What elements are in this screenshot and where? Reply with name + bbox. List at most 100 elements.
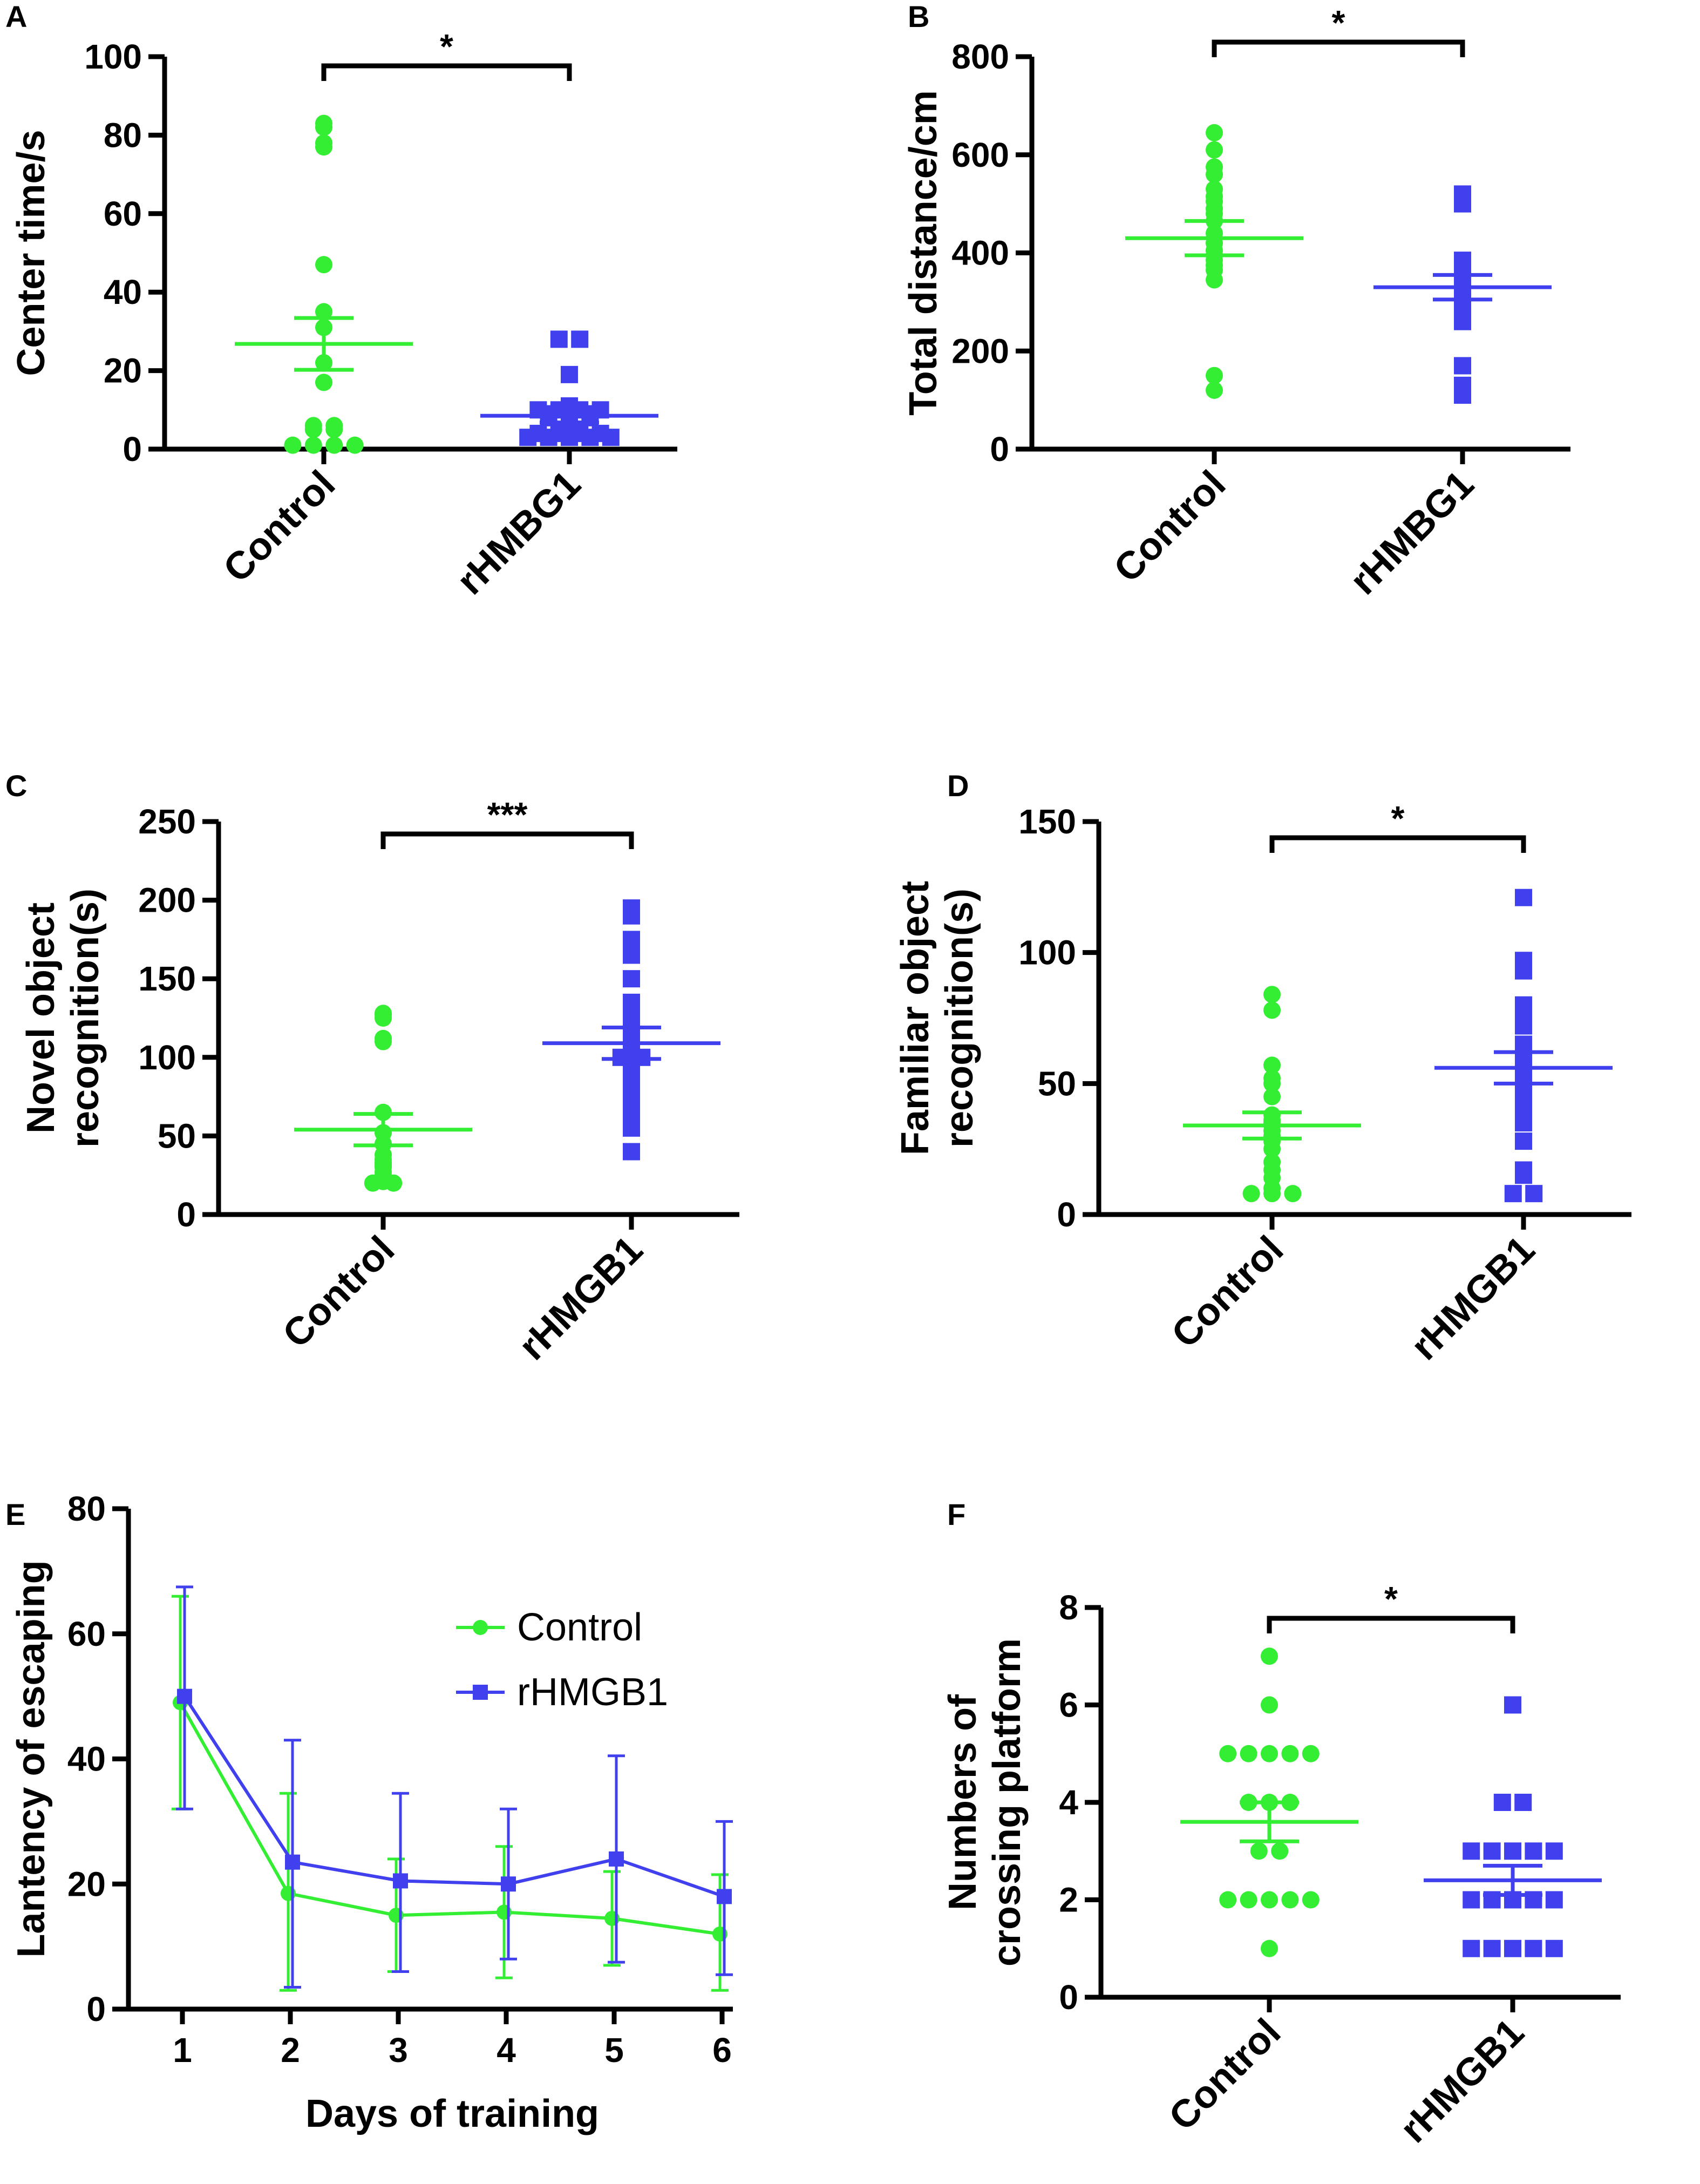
data-point — [315, 138, 332, 156]
y-tick-label: 250 — [138, 802, 196, 841]
data-point — [1454, 313, 1471, 330]
panel-e: E 0 20 40 60 80 Lantency of escaping 1 2 3 4 5 6 Days… — [5, 1489, 733, 2135]
data-point — [1263, 986, 1281, 1003]
data-point — [315, 256, 332, 274]
data-point — [561, 429, 578, 446]
y-tick-label: 0 — [990, 430, 1009, 469]
x-axis-label: Days of training — [305, 2092, 599, 2135]
y-tick-label: 600 — [951, 135, 1009, 174]
significance-bracket — [1212, 39, 1465, 57]
category-label: Control — [275, 1228, 403, 1356]
data-point — [375, 1009, 392, 1027]
panel-letter: E — [5, 1497, 25, 1531]
panel-c: C 0 50 100 150 200 250 Novel objectrecognition(… — [5, 769, 739, 1368]
data-point — [1515, 1114, 1532, 1132]
y-tick-label: 50 — [158, 1116, 196, 1155]
data-point — [623, 1103, 640, 1121]
category-label: Control — [1161, 2011, 1289, 2139]
category-label: rHMGB1 — [1403, 1228, 1543, 1368]
y-tick-label: 4 — [1059, 1783, 1078, 1822]
y-tick-label: 40 — [104, 273, 142, 311]
data-point — [1206, 141, 1223, 159]
y-tick-label: 2 — [1059, 1881, 1078, 1920]
data-point — [1263, 1140, 1281, 1158]
y-tick-label: 80 — [104, 116, 142, 154]
data-point — [1525, 1842, 1542, 1860]
data-point — [1504, 1842, 1521, 1860]
data-point — [1206, 381, 1223, 399]
data-point — [285, 1854, 300, 1870]
data-point — [1504, 1185, 1522, 1203]
panel-a: A 0 20 40 60 80 100 Center time/s Control rHMBG1 * — [5, 0, 677, 603]
data-point — [550, 330, 568, 348]
data-point — [315, 118, 332, 136]
data-point — [1454, 195, 1471, 213]
data-point — [1525, 1185, 1543, 1203]
data-point — [1206, 367, 1223, 384]
category-label: rHMBG1 — [1342, 463, 1482, 603]
y-axis-label-line: Novel object — [19, 903, 63, 1134]
y-tick-label: 40 — [67, 1740, 106, 1779]
data-point — [1463, 1939, 1480, 1957]
category-label: Control — [215, 463, 344, 591]
y-tick-label: 0 — [1057, 1195, 1076, 1234]
data-point — [1281, 1745, 1299, 1762]
data-point — [581, 429, 599, 446]
y-axis-label-line: Familiar object — [894, 881, 937, 1155]
data-point — [519, 429, 537, 446]
series-line — [179, 1701, 720, 1936]
y-axis-label-line: recognition(s) — [64, 888, 107, 1148]
y-tick-label: 100 — [1018, 933, 1076, 972]
y-tick-label: 150 — [138, 959, 196, 998]
data-point — [1463, 1842, 1480, 1860]
category-label: Control — [1106, 463, 1234, 591]
x-tick-label: 4 — [497, 2031, 516, 2070]
y-axis-label: Familiar objectrecognition(s) — [894, 881, 981, 1155]
data-point — [1454, 357, 1471, 375]
category-label: rHMBG1 — [448, 463, 589, 603]
data-point — [1525, 1939, 1542, 1957]
data-point — [1261, 1939, 1278, 1957]
y-tick-label: 800 — [951, 37, 1009, 76]
data-point — [1206, 166, 1223, 184]
series-line — [183, 1695, 725, 1898]
y-tick-label: 200 — [951, 331, 1009, 370]
significance-label: * — [1332, 3, 1345, 42]
significance-label: * — [1391, 799, 1405, 838]
data-point — [1504, 1939, 1521, 1957]
data-point — [623, 931, 640, 948]
data-point — [1281, 1891, 1299, 1909]
data-point — [364, 1174, 382, 1192]
significance-bracket — [1267, 1616, 1515, 1633]
significance-bracket — [380, 831, 634, 849]
category-label: Control — [1164, 1228, 1292, 1356]
data-point — [1515, 1166, 1532, 1184]
data-point — [1493, 1794, 1511, 1811]
y-tick-label: 6 — [1059, 1686, 1078, 1725]
data-point — [177, 1688, 192, 1704]
y-axis-label: Numbers ofcrossing platform — [941, 1638, 1029, 1966]
data-point — [1483, 1939, 1501, 1957]
y-tick-label: 0 — [123, 430, 142, 469]
data-point — [623, 1072, 640, 1090]
data-point — [1206, 124, 1223, 141]
y-axis-label: Novel objectrecognition(s) — [19, 888, 107, 1148]
y-tick-label: 150 — [1018, 802, 1076, 841]
panel-f: F 0 2 4 6 8 Numbers ofcrossing platform Control… — [941, 1497, 1621, 2151]
data-point — [571, 330, 589, 348]
data-point — [315, 303, 332, 321]
data-point — [1263, 1075, 1281, 1093]
data-point — [717, 1889, 732, 1904]
y-axis-label-line: Numbers of — [941, 1694, 984, 1910]
panel-letter: B — [908, 0, 929, 33]
data-point — [375, 1033, 392, 1050]
y-tick-label: 100 — [84, 37, 142, 76]
data-point — [385, 1174, 403, 1192]
data-point — [561, 365, 578, 383]
data-point — [540, 429, 557, 446]
data-point — [346, 436, 364, 454]
data-point — [1250, 1842, 1268, 1860]
x-tick-label: 2 — [281, 2031, 300, 2070]
significance-bracket — [321, 63, 572, 81]
